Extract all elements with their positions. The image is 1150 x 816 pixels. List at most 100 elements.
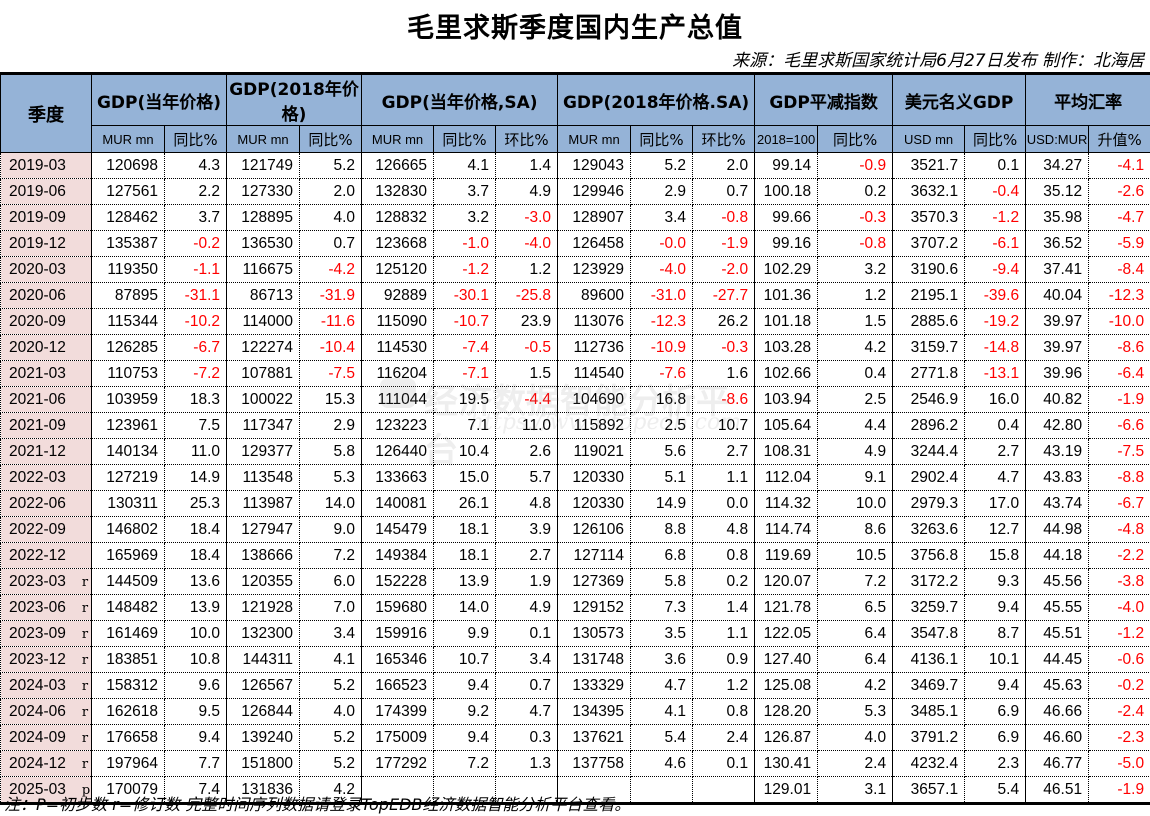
data-cell: 18.4 bbox=[163, 516, 228, 543]
data-cell: 0.1 bbox=[964, 152, 1027, 179]
data-cell: 113987 bbox=[226, 490, 301, 517]
data-cell: 10.8 bbox=[163, 646, 228, 673]
data-cell: 123223 bbox=[361, 412, 435, 439]
data-cell: 1.9 bbox=[495, 568, 559, 595]
data-cell: 113076 bbox=[557, 308, 632, 335]
data-cell: 15.0 bbox=[433, 464, 497, 491]
data-cell: 10.5 bbox=[817, 542, 894, 569]
data-cell: 14.0 bbox=[299, 490, 363, 517]
data-cell: -2.4 bbox=[1088, 698, 1150, 725]
data-cell: 3259.7 bbox=[892, 594, 966, 621]
data-cell: 126458 bbox=[557, 230, 632, 257]
data-cell: 9.5 bbox=[163, 698, 228, 725]
data-cell: 40.04 bbox=[1025, 282, 1090, 309]
quarter-label: 2022-06 bbox=[9, 494, 66, 512]
data-cell: 13.9 bbox=[433, 568, 497, 595]
data-cell: 114.74 bbox=[754, 516, 819, 543]
data-cell: 11.0 bbox=[495, 412, 559, 439]
data-cell: 119350 bbox=[91, 256, 165, 283]
data-cell: 8.7 bbox=[964, 620, 1027, 647]
data-cell: 133663 bbox=[361, 464, 435, 491]
data-cell: 16.8 bbox=[630, 386, 694, 413]
data-cell: 5.2 bbox=[299, 672, 363, 699]
data-cell: 8.6 bbox=[817, 516, 894, 543]
group-header: 美元名义GDP bbox=[892, 73, 1027, 126]
data-cell: 120698 bbox=[91, 152, 165, 179]
data-cell: 126.87 bbox=[754, 724, 819, 751]
data-cell: 116204 bbox=[361, 360, 435, 387]
data-cell: 2.6 bbox=[495, 438, 559, 465]
season-cell: 2022-12 bbox=[0, 542, 92, 569]
data-cell: 5.2 bbox=[299, 750, 363, 777]
data-cell: 99.16 bbox=[754, 230, 819, 257]
data-cell: -1.2 bbox=[433, 256, 497, 283]
data-cell: -9.4 bbox=[964, 256, 1027, 283]
data-cell: 127947 bbox=[226, 516, 301, 543]
data-cell: -0.3 bbox=[692, 334, 756, 361]
data-cell: 43.83 bbox=[1025, 464, 1090, 491]
gdp-table: 季度 GDP(当年价格) GDP(2018年价格) GDP(当年价格,SA) GDP(… bbox=[0, 72, 1150, 805]
data-cell: 119021 bbox=[557, 438, 632, 465]
data-cell: -1.9 bbox=[1088, 386, 1150, 413]
data-cell: -8.8 bbox=[1088, 464, 1150, 491]
data-cell: 116675 bbox=[226, 256, 301, 283]
data-cell: 4.9 bbox=[817, 438, 894, 465]
quarter-label: 2019-09 bbox=[9, 208, 66, 226]
data-cell: 1.1 bbox=[692, 464, 756, 491]
data-cell: -0.0 bbox=[630, 230, 694, 257]
season-cell: 2020-06 bbox=[0, 282, 92, 309]
data-cell: 0.7 bbox=[692, 178, 756, 205]
data-cell: -12.3 bbox=[630, 308, 694, 335]
data-cell: 23.9 bbox=[495, 308, 559, 335]
data-cell: 166523 bbox=[361, 672, 435, 699]
quarter-label: 2022-09 bbox=[9, 520, 66, 538]
data-cell: 10.0 bbox=[817, 490, 894, 517]
data-cell: 3263.6 bbox=[892, 516, 966, 543]
data-cell: 2.5 bbox=[817, 386, 894, 413]
data-cell: -1.9 bbox=[692, 230, 756, 257]
data-cell bbox=[692, 776, 756, 804]
data-cell: 127561 bbox=[91, 178, 165, 205]
data-cell: -1.0 bbox=[433, 230, 497, 257]
sub-header: 同比% bbox=[299, 125, 363, 153]
data-cell: 2.7 bbox=[495, 542, 559, 569]
season-cell: 2024-03 r bbox=[0, 672, 92, 699]
revision-flag: r bbox=[81, 756, 89, 772]
data-cell: 120330 bbox=[557, 490, 632, 517]
data-cell: -0.6 bbox=[1088, 646, 1150, 673]
data-cell: 2.9 bbox=[299, 412, 363, 439]
group-header: 平均汇率 bbox=[1025, 73, 1150, 126]
data-cell: -10.2 bbox=[163, 308, 228, 335]
data-cell: 161469 bbox=[91, 620, 165, 647]
table-row: 2022-09 146802 18.4 127947 9.0 145479 18.1 3.9 1… bbox=[0, 516, 1150, 543]
data-cell: 14.9 bbox=[630, 490, 694, 517]
data-cell: 136530 bbox=[226, 230, 301, 257]
table-row: 2020-06 87895 -31.1 86713 -31.9 92889 -30.1 -25… bbox=[0, 282, 1150, 309]
data-cell: 134395 bbox=[557, 698, 632, 725]
data-cell: 126567 bbox=[226, 672, 301, 699]
season-cell: 2022-09 bbox=[0, 516, 92, 543]
data-cell: 9.3 bbox=[964, 568, 1027, 595]
data-cell: 5.1 bbox=[630, 464, 694, 491]
data-cell: -7.5 bbox=[1088, 438, 1150, 465]
quarter-label: 2022-03 bbox=[9, 468, 66, 486]
data-cell: 115344 bbox=[91, 308, 165, 335]
data-cell: 45.63 bbox=[1025, 672, 1090, 699]
data-cell: -2.0 bbox=[692, 256, 756, 283]
data-cell: 126106 bbox=[557, 516, 632, 543]
season-cell: 2019-12 bbox=[0, 230, 92, 257]
revision-flag: r bbox=[81, 704, 89, 720]
data-cell: 1.4 bbox=[495, 152, 559, 179]
data-cell: 144509 bbox=[91, 568, 165, 595]
data-cell: 43.74 bbox=[1025, 490, 1090, 517]
data-cell: 5.8 bbox=[630, 568, 694, 595]
season-cell: 2022-03 bbox=[0, 464, 92, 491]
data-cell: 104690 bbox=[557, 386, 632, 413]
data-cell: 114530 bbox=[361, 334, 435, 361]
table-row: 2024-09 r 176658 9.4 139240 5.2 175009 9.4 0.3 13… bbox=[0, 724, 1150, 751]
data-cell: 175009 bbox=[361, 724, 435, 751]
data-cell: 117347 bbox=[226, 412, 301, 439]
data-cell: 145479 bbox=[361, 516, 435, 543]
data-cell: 3.2 bbox=[433, 204, 497, 231]
data-cell: 10.0 bbox=[163, 620, 228, 647]
